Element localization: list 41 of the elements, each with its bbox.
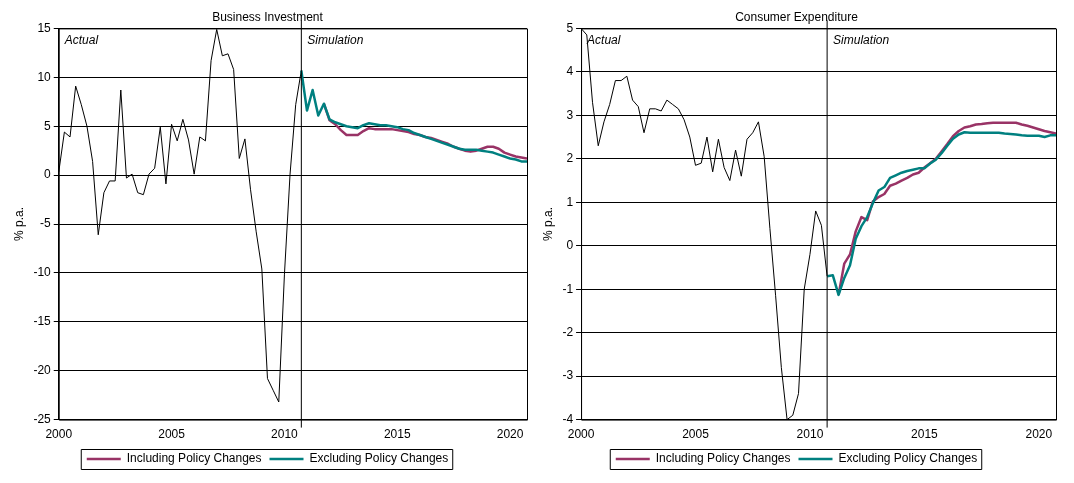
- y-tick-label: 5: [566, 20, 574, 35]
- y-tick-label: 5: [44, 118, 52, 133]
- y-tick-label: -2: [562, 324, 574, 339]
- annotation: Simulation: [307, 32, 364, 47]
- x-tick-label: 2000: [567, 427, 595, 442]
- x-tick-label: 2010: [271, 427, 299, 442]
- x-tick-label: 2010: [796, 427, 824, 442]
- chart-title: Business Investment: [212, 9, 324, 24]
- y-tick-label: 10: [37, 69, 52, 84]
- x-tick-label: 2015: [911, 427, 939, 442]
- y-tick-label: -20: [33, 363, 52, 378]
- x-tick-label: 2005: [158, 427, 186, 442]
- legend-label: Excluding Policy Changes: [838, 451, 978, 466]
- y-axis-title: % p.a.: [11, 206, 26, 242]
- chart-title: Consumer Expenditure: [735, 9, 859, 24]
- legend-label: Including Policy Changes: [655, 451, 791, 466]
- y-tick-label: -5: [40, 216, 52, 231]
- x-tick-label: 2020: [1025, 427, 1053, 442]
- y-axis-title: % p.a.: [540, 206, 555, 242]
- y-tick-label: 4: [566, 64, 574, 79]
- x-tick-label: 2005: [682, 427, 710, 442]
- y-tick-label: 0: [44, 167, 52, 182]
- annotation: Actual: [63, 32, 99, 47]
- y-tick-label: 0: [566, 238, 574, 253]
- y-tick-label: -10: [33, 265, 52, 280]
- y-tick-label: 15: [37, 20, 52, 35]
- y-tick-label: 1: [566, 194, 574, 209]
- legend-label: Including Policy Changes: [126, 451, 262, 466]
- y-tick-label: -25: [33, 411, 52, 426]
- annotation: Actual: [586, 32, 621, 47]
- y-tick-label: -3: [562, 368, 574, 383]
- y-tick-label: -4: [562, 411, 574, 426]
- x-tick-label: 2015: [383, 427, 411, 442]
- x-tick-label: 2000: [45, 427, 73, 442]
- annotation: Simulation: [833, 32, 890, 47]
- y-tick-label: 2: [566, 151, 574, 166]
- x-tick-label: 2020: [496, 427, 524, 442]
- y-tick-label: 3: [566, 107, 574, 122]
- legend-label: Excluding Policy Changes: [309, 451, 449, 466]
- y-tick-label: -15: [33, 314, 52, 329]
- y-tick-label: -1: [562, 281, 574, 296]
